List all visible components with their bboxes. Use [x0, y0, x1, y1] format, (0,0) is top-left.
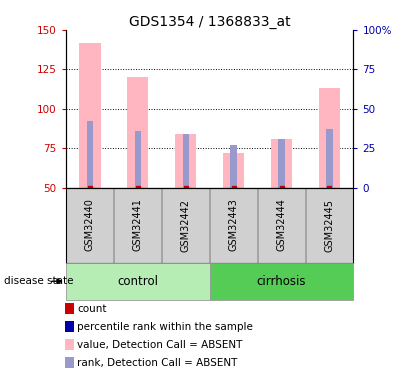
Bar	[127, 77, 148, 188]
Text: cirrhosis: cirrhosis	[257, 275, 306, 288]
Bar	[87, 122, 93, 188]
Bar	[306, 188, 353, 262]
Text: control: control	[117, 275, 158, 288]
Text: GSM32445: GSM32445	[325, 198, 335, 252]
Text: disease state: disease state	[4, 276, 74, 286]
Text: GSM32444: GSM32444	[277, 199, 286, 251]
Bar	[258, 188, 305, 262]
Bar	[134, 131, 141, 188]
Bar	[319, 88, 340, 188]
Bar	[210, 188, 257, 262]
Text: GSM32443: GSM32443	[229, 199, 238, 251]
Bar	[271, 139, 292, 188]
Bar	[231, 145, 237, 188]
Bar	[210, 262, 353, 300]
Bar	[326, 129, 332, 188]
Bar	[66, 188, 113, 262]
Text: percentile rank within the sample: percentile rank within the sample	[77, 322, 253, 332]
Bar	[278, 139, 285, 188]
Bar	[162, 188, 209, 262]
Text: value, Detection Call = ABSENT: value, Detection Call = ABSENT	[77, 340, 242, 350]
Bar	[79, 43, 101, 188]
Title: GDS1354 / 1368833_at: GDS1354 / 1368833_at	[129, 15, 291, 29]
Text: GSM32440: GSM32440	[85, 199, 95, 251]
Bar	[66, 262, 210, 300]
Text: rank, Detection Call = ABSENT: rank, Detection Call = ABSENT	[77, 358, 238, 368]
Bar	[114, 188, 162, 262]
Text: count: count	[77, 304, 107, 313]
Text: GSM32442: GSM32442	[181, 198, 191, 252]
Bar	[223, 153, 245, 188]
Bar	[182, 134, 189, 188]
Text: GSM32441: GSM32441	[133, 199, 143, 251]
Bar	[175, 134, 196, 188]
